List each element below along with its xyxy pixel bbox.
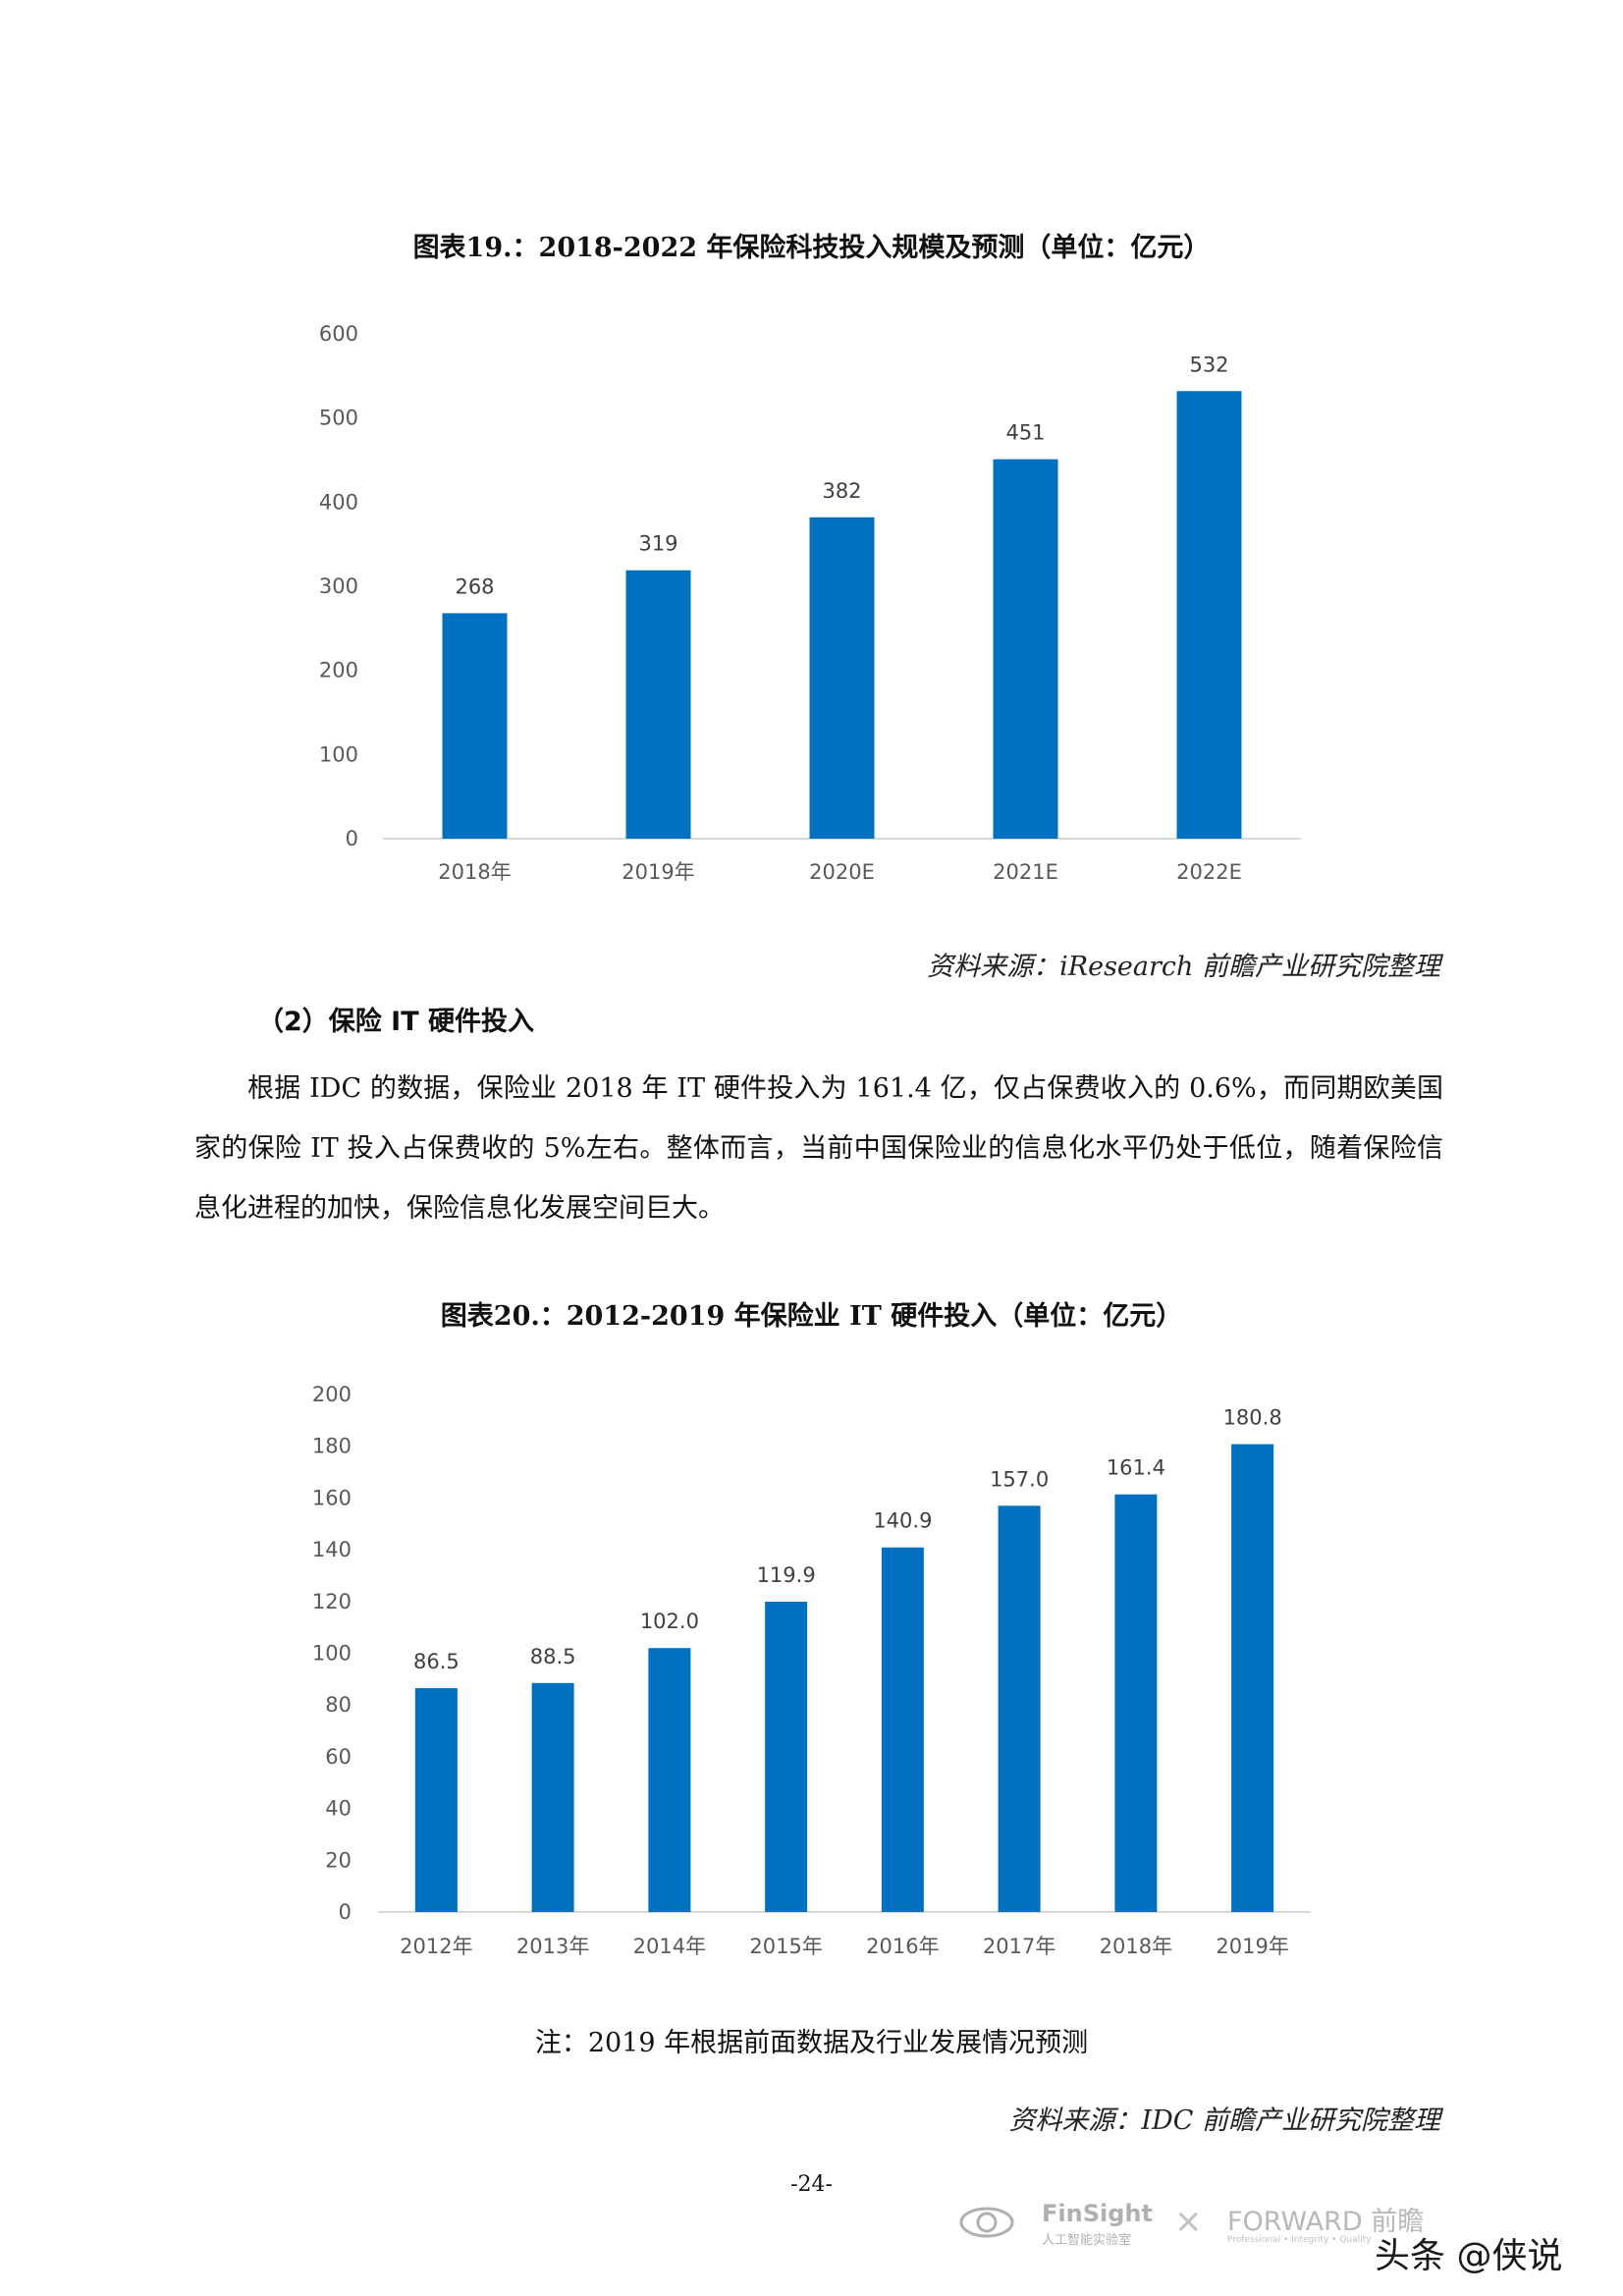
y-tick-label: 60 <box>325 1745 352 1769</box>
logo-separator: × <box>1174 2202 1203 2241</box>
data-label: 88.5 <box>530 1645 576 1668</box>
chart1-title: 图表19.：2018-2022 年保险科技投入规模及预测（单位：亿元） <box>412 233 1211 263</box>
y-tick-label: 140 <box>312 1538 352 1561</box>
data-label: 382 <box>822 479 861 503</box>
bar <box>998 1505 1041 1912</box>
data-label: 532 <box>1189 353 1228 376</box>
watermark: 头条 @侠说 <box>1375 2236 1563 2276</box>
x-tick-label: 2019年 <box>1216 1935 1288 1958</box>
chart1-source: 资料来源：iResearch 前瞻产业研究院整理 <box>927 952 1440 982</box>
y-tick-label: 0 <box>346 827 358 850</box>
y-tick-label: 100 <box>312 1642 352 1666</box>
finsight-logo-sub: 人工智能实验室 <box>1042 2233 1132 2248</box>
y-tick-label: 80 <box>325 1693 352 1717</box>
bar <box>625 570 691 839</box>
y-tick-label: 40 <box>325 1797 352 1821</box>
data-label: 319 <box>638 532 677 556</box>
y-tick-label: 0 <box>339 1900 352 1924</box>
y-tick-label: 600 <box>319 322 358 346</box>
x-tick-label: 2016年 <box>866 1935 939 1958</box>
x-tick-label: 2018年 <box>1100 1935 1172 1958</box>
bar <box>1231 1444 1274 1912</box>
bar <box>648 1648 691 1912</box>
finsight-logo-name: FinSight <box>1042 2200 1153 2227</box>
bar <box>1176 391 1242 839</box>
x-tick-label: 2015年 <box>749 1935 822 1958</box>
data-label: 161.4 <box>1107 1456 1165 1480</box>
y-tick-label: 180 <box>312 1435 352 1458</box>
x-tick-label: 2020E <box>809 860 875 884</box>
chart2-note: 注：2019 年根据前面数据及行业发展情况预测 <box>534 2028 1089 2058</box>
y-tick-label: 160 <box>312 1486 352 1509</box>
y-tick-label: 300 <box>319 574 358 598</box>
chart2-plot: 0 20 40 60 80 100 120 140 160 180 200 86.5 2012年 88.5… <box>295 1370 1325 1989</box>
x-tick-label: 2013年 <box>516 1935 589 1958</box>
y-tick-label: 120 <box>312 1590 352 1613</box>
x-tick-label: 2021E <box>993 860 1058 884</box>
bar <box>414 1688 458 1912</box>
x-tick-label: 2022E <box>1176 860 1242 884</box>
data-label: 451 <box>1005 421 1045 445</box>
bar <box>442 613 508 839</box>
data-label: 157.0 <box>990 1467 1049 1491</box>
data-label: 119.9 <box>757 1563 816 1587</box>
bar <box>531 1682 574 1912</box>
page-number: -24- <box>790 2172 833 2197</box>
data-label: 86.5 <box>413 1650 460 1673</box>
eye-logo-icon <box>959 2207 1014 2238</box>
forward-logo-name: FORWARD 前瞻 <box>1227 2207 1425 2237</box>
x-tick-label: 2017年 <box>983 1935 1055 1958</box>
y-tick-label: 20 <box>325 1848 352 1872</box>
y-tick-label: 200 <box>312 1383 352 1406</box>
data-label: 102.0 <box>640 1610 699 1633</box>
bar <box>993 459 1058 839</box>
y-tick-label: 100 <box>319 742 358 766</box>
y-tick-label: 200 <box>319 659 358 683</box>
data-label: 180.8 <box>1223 1406 1282 1430</box>
bar <box>1114 1494 1158 1912</box>
x-tick-label: 2014年 <box>633 1935 706 1958</box>
section-heading: （2）保险 IT 硬件投入 <box>257 1007 535 1037</box>
x-tick-label: 2012年 <box>400 1935 472 1958</box>
data-label: 268 <box>455 574 494 598</box>
bar <box>809 517 875 839</box>
forward-logo-sub: Professional • Integrity • Quality <box>1227 2235 1372 2245</box>
y-tick-label: 500 <box>319 407 358 430</box>
x-tick-label: 2018年 <box>438 860 511 884</box>
bar <box>881 1547 924 1912</box>
chart1-plot: 0 100 200 300 400 500 600 268 2018年 319 2019年 382 20… <box>295 304 1316 894</box>
chart2-source: 资料来源：IDC 前瞻产业研究院整理 <box>1008 2105 1440 2136</box>
data-label: 140.9 <box>873 1509 932 1533</box>
body-paragraph: 根据 IDC 的数据，保险业 2018 年 IT 硬件投入为 161.4 亿，仅… <box>194 1073 1443 1224</box>
x-tick-label: 2019年 <box>622 860 694 884</box>
bar <box>765 1602 808 1912</box>
y-tick-label: 400 <box>319 490 358 514</box>
finsight-logo: FinSight 人工智能实验室 <box>957 2198 1153 2251</box>
chart2-title: 图表20.：2012-2019 年保险业 IT 硬件投入（单位：亿元） <box>440 1301 1183 1332</box>
